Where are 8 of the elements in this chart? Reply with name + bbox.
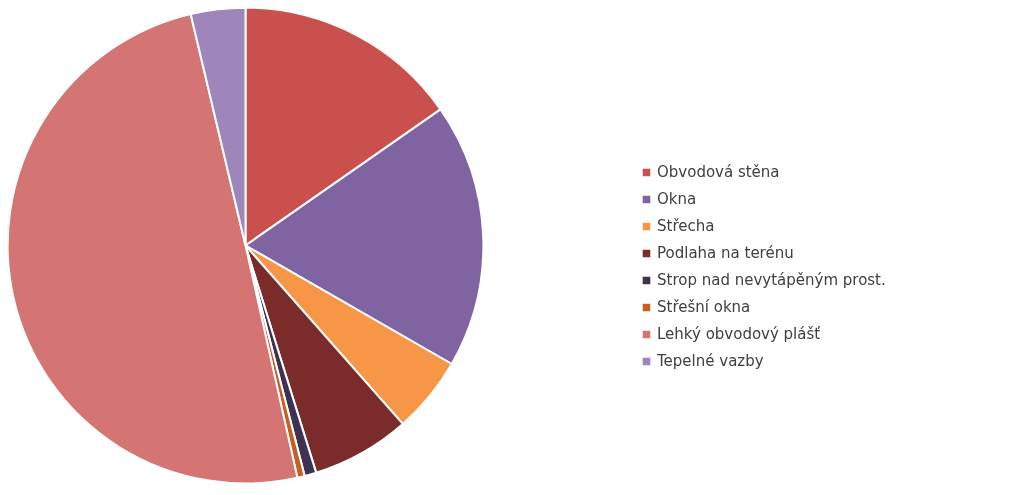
legend-label: Tepelné vazby (657, 352, 764, 370)
legend-label: Střecha (657, 217, 715, 235)
legend-label: Střešní okna (657, 298, 751, 316)
legend-label: Lehký obvodový plášť (657, 325, 821, 343)
legend-label: Podlaha na terénu (657, 244, 794, 262)
legend-label: Strop nad nevytápěným prost. (657, 271, 886, 289)
legend-label: Obvodová stěna (657, 163, 780, 181)
legend-label: Okna (657, 190, 697, 208)
